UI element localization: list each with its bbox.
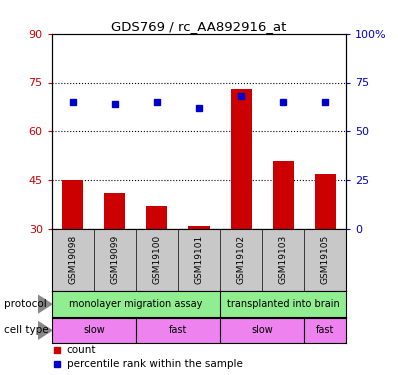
Text: fast: fast xyxy=(316,326,334,335)
Bar xyxy=(104,193,125,229)
Title: GDS769 / rc_AA892916_at: GDS769 / rc_AA892916_at xyxy=(111,20,287,33)
Text: GSM19101: GSM19101 xyxy=(195,235,203,284)
Text: fast: fast xyxy=(169,326,187,335)
Text: GSM19099: GSM19099 xyxy=(110,235,119,284)
Bar xyxy=(189,225,209,229)
Bar xyxy=(315,174,336,229)
Text: cell type: cell type xyxy=(4,326,49,335)
Text: monolayer migration assay: monolayer migration assay xyxy=(69,299,203,309)
Polygon shape xyxy=(38,321,52,339)
Text: slow: slow xyxy=(251,326,273,335)
Text: GSM19103: GSM19103 xyxy=(279,235,288,284)
Text: GSM19105: GSM19105 xyxy=(321,235,330,284)
Polygon shape xyxy=(38,295,52,313)
Bar xyxy=(146,206,168,229)
Text: GSM19102: GSM19102 xyxy=(236,235,246,284)
Text: protocol: protocol xyxy=(4,299,47,309)
Text: transplanted into brain: transplanted into brain xyxy=(227,299,339,309)
Bar xyxy=(273,160,294,229)
Text: count: count xyxy=(67,345,96,355)
Bar xyxy=(62,180,83,229)
Text: percentile rank within the sample: percentile rank within the sample xyxy=(67,359,243,369)
Bar xyxy=(230,89,252,229)
Text: slow: slow xyxy=(83,326,105,335)
Text: GSM19098: GSM19098 xyxy=(68,235,77,284)
Text: GSM19100: GSM19100 xyxy=(152,235,162,284)
